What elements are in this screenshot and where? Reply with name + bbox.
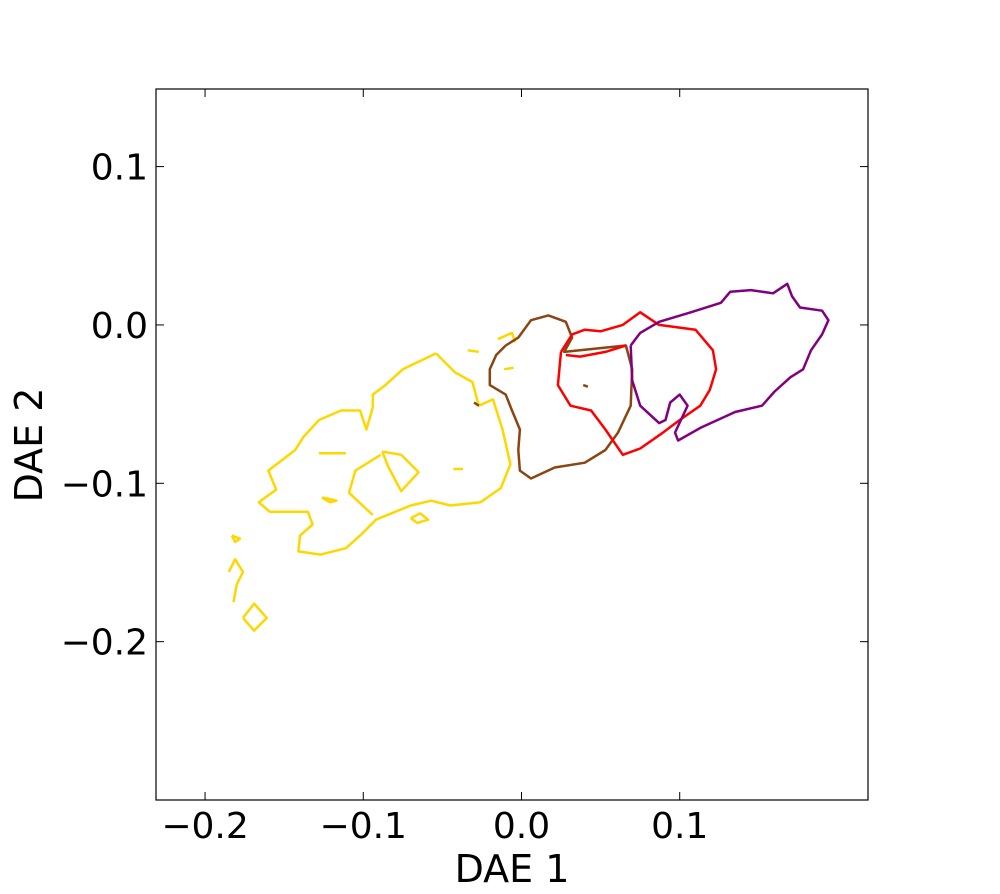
x-tick-label: 0.0 [493, 806, 550, 847]
contour-line [473, 314, 634, 480]
plot-frame [155, 88, 869, 801]
y-tick-label: −0.2 [61, 623, 148, 664]
contour-line [556, 311, 718, 457]
x-tick-label: −0.2 [161, 806, 248, 847]
y-tick-label: −0.1 [61, 464, 148, 505]
y-tick-label: 0.1 [91, 148, 148, 189]
x-tick-label: 0.1 [651, 806, 708, 847]
contour-line [227, 331, 517, 632]
contour-line [629, 282, 830, 442]
y-tick-label: 0.0 [91, 306, 148, 347]
x-tick-label: −0.1 [320, 806, 407, 847]
y-axis-label: DAE 2 [7, 388, 51, 503]
x-axis-label: DAE 1 [455, 847, 570, 890]
